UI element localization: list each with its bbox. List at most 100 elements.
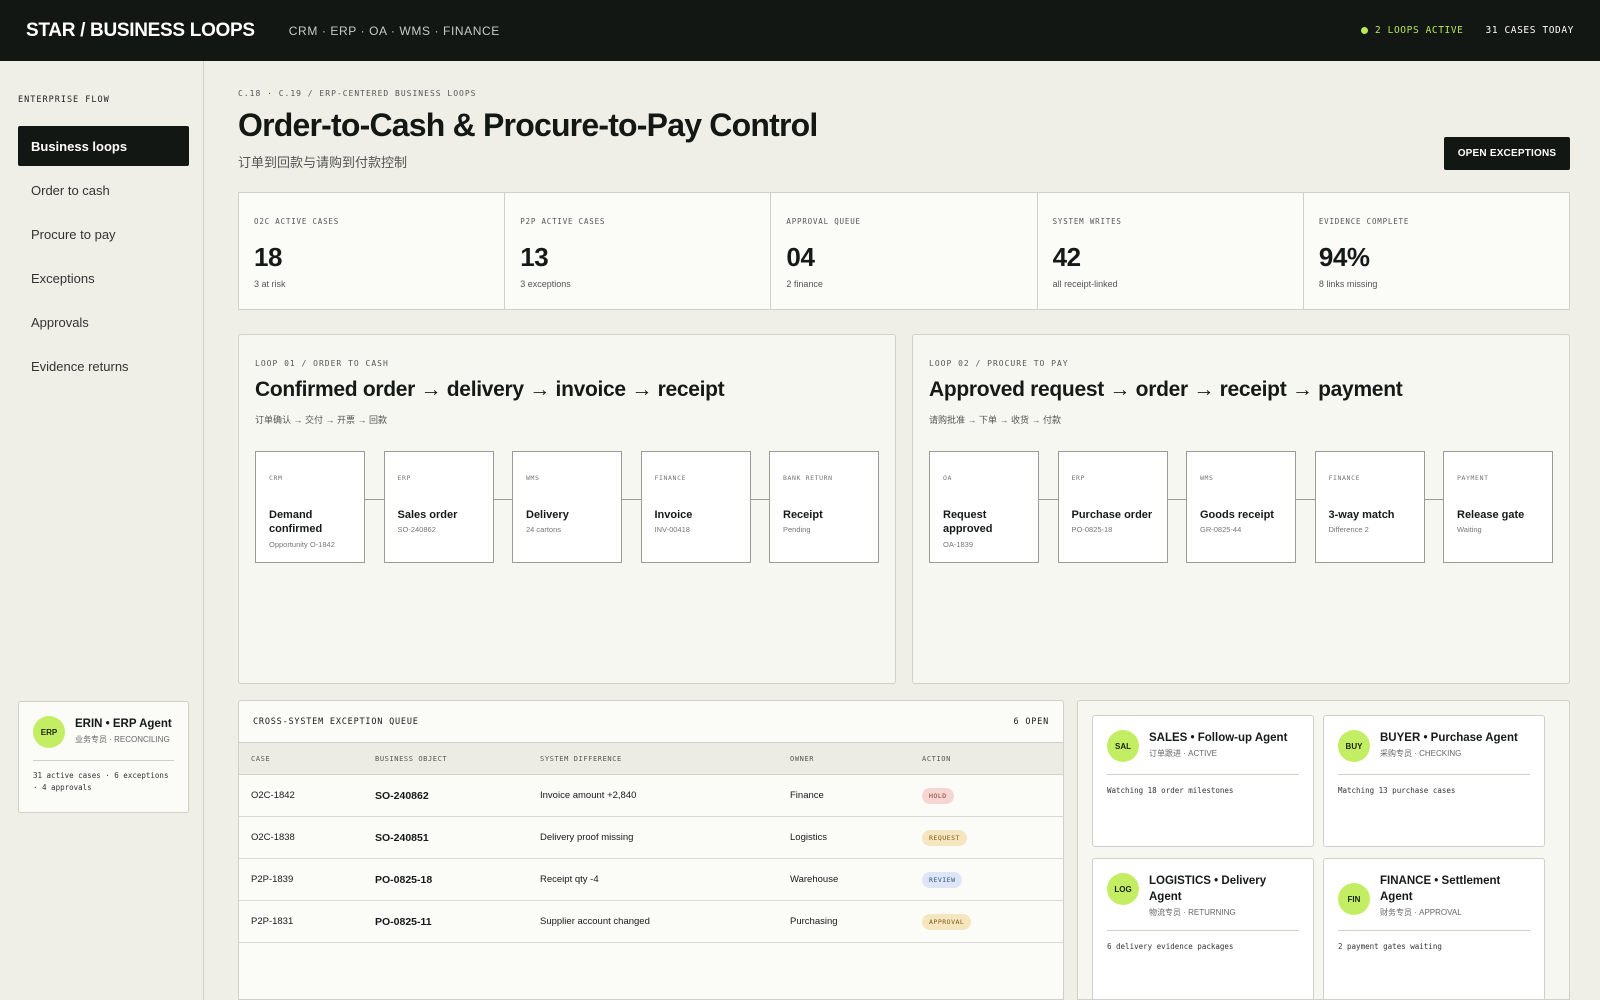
kpi-label: EVIDENCE COMPLETE (1318, 217, 1410, 226)
cases-today: 31 CASES TODAY (1485, 25, 1574, 36)
business-object[interactable]: SO-240862 (363, 774, 528, 817)
action-badge-hold[interactable]: HOLD (922, 787, 954, 804)
kpi-label: P2P ACTIVE CASES (520, 217, 606, 226)
kpi-value: 94% (1318, 242, 1370, 272)
loop-steps: CRM Demand confirmed Opportunity O-1842 … (255, 451, 879, 563)
agent-status: 物流专员 · RETURNING (1149, 908, 1236, 918)
system-difference: Delivery proof missing (528, 816, 778, 859)
step-system: WMS (526, 474, 540, 482)
step-system: OA (943, 474, 953, 482)
agent-name: FINANCE • Settlement Agent (1380, 875, 1501, 904)
kpi-note: 2 finance (786, 279, 823, 289)
step-system: ERP (397, 474, 412, 482)
step-purchase-order[interactable]: ERP Purchase order PO-0825-18 (1057, 451, 1168, 563)
kpi-strip: O2C ACTIVE CASES 18 3 at risk P2P ACTIVE… (238, 192, 1570, 310)
agent-note: Matching 13 purchase cases (1338, 786, 1456, 795)
kpi-value: 04 (786, 242, 815, 272)
system-difference: Supplier account changed (528, 900, 778, 943)
sidebar: ENTERPRISE FLOW Business loops Order to … (0, 61, 204, 1000)
kpi-evidence-complete: EVIDENCE COMPLETE 94% 8 links missing (1304, 193, 1569, 309)
sidebar-item-procure-to-pay[interactable]: Procure to pay (31, 226, 116, 242)
step-system: CRM (269, 474, 283, 482)
step-ref: PO-0825-18 (1071, 525, 1113, 535)
kpi-label: O2C ACTIVE CASES (254, 217, 340, 226)
step-release-gate[interactable]: PAYMENT Release gate Waiting (1443, 451, 1553, 563)
owner: Finance (778, 774, 910, 817)
loop-breadcrumb: LOOP 02 / PROCURE TO PAY (929, 359, 1069, 368)
exception-table: CASE BUSINESS OBJECT SYSTEM DIFFERENCE O… (239, 742, 1063, 943)
sales-agent-card[interactable]: SAL SALES • Follow-up Agent 订单跟进 · ACTIV… (1092, 715, 1314, 847)
sidebar-item-order-to-cash[interactable]: Order to cash (31, 182, 110, 198)
divider (33, 760, 174, 761)
step-request-approved[interactable]: OA Request approved OA-1839 (929, 451, 1039, 563)
step-system: BANK RETURN (783, 474, 833, 482)
exception-queue: CROSS-SYSTEM EXCEPTION QUEUE 6 OPEN CASE… (238, 700, 1064, 1000)
table-row[interactable]: P2P-1831 PO-0825-11 Supplier account cha… (239, 900, 1063, 943)
sidebar-item-approvals[interactable]: Approvals (31, 314, 89, 330)
case-id: O2C-1838 (239, 816, 363, 859)
kpi-note: 3 exceptions (520, 279, 571, 289)
column-header-action[interactable]: ACTION (910, 742, 1063, 775)
column-header-business-object[interactable]: BUSINESS OBJECT (363, 742, 528, 775)
step-ref: Opportunity O-1842 (269, 539, 335, 549)
sidebar-section-title: ENTERPRISE FLOW (18, 95, 110, 105)
loop-steps: OA Request approved OA-1839 ERP Purchase… (929, 451, 1553, 563)
agent-name: SALES • Follow-up Agent (1149, 732, 1288, 744)
loop-breadcrumb: LOOP 01 / ORDER TO CASH (255, 359, 389, 368)
column-header-owner[interactable]: OWNER (778, 742, 910, 775)
divider (1338, 774, 1530, 775)
kpi-note: all receipt-linked (1052, 279, 1118, 289)
column-header-system-difference[interactable]: SYSTEM DIFFERENCE (528, 742, 778, 775)
buyer-agent-card[interactable]: BUY BUYER • Purchase Agent 采购专员 · CHECKI… (1323, 715, 1545, 847)
erp-agent-card[interactable]: ERP ERIN • ERP Agent 业务专员 · RECONCILING … (18, 701, 189, 813)
step-delivery[interactable]: WMS Delivery 24 cartons (512, 451, 622, 563)
step-system: PAYMENT (1457, 474, 1489, 482)
table-row[interactable]: O2C-1838 SO-240851 Delivery proof missin… (239, 816, 1063, 859)
step-three-way-match[interactable]: FINANCE 3-way match Difference 2 (1314, 451, 1425, 563)
step-ref: OA-1839 (943, 539, 974, 549)
step-goods-receipt[interactable]: WMS Goods receipt GR-0825-44 (1186, 451, 1296, 563)
step-demand-confirmed[interactable]: CRM Demand confirmed Opportunity O-1842 (255, 451, 365, 563)
step-name: Goods receipt (1200, 509, 1274, 521)
loop-title: Approved request → order → receipt → pay… (929, 378, 1403, 401)
open-exceptions-button[interactable]: OPEN EXCEPTIONS (1444, 137, 1570, 170)
loop-procure-to-pay: LOOP 02 / PROCURE TO PAY Approved reques… (912, 334, 1570, 684)
step-name: Release gate (1457, 509, 1525, 521)
avatar: BUY (1338, 730, 1370, 762)
step-name: Delivery (526, 509, 569, 521)
system-list: CRM · ERP · OA · WMS · FINANCE (288, 23, 500, 38)
case-id: O2C-1842 (239, 774, 363, 817)
action-badge-approval[interactable]: APPROVAL (922, 913, 972, 930)
business-object[interactable]: PO-0825-11 (363, 900, 528, 943)
step-name: Request approved (943, 509, 993, 536)
step-system: FINANCE (654, 474, 687, 482)
brand-logo[interactable]: STAR / BUSINESS LOOPS (26, 19, 255, 41)
finance-agent-card[interactable]: FIN FINANCE • Settlement Agent 财务专员 · AP… (1323, 858, 1545, 999)
logistics-agent-card[interactable]: LOG LOGISTICS • Delivery Agent 物流专员 · RE… (1092, 858, 1314, 999)
avatar: SAL (1107, 730, 1139, 762)
step-ref: Waiting (1457, 525, 1482, 535)
step-name: Sales order (397, 509, 458, 521)
step-sales-order[interactable]: ERP Sales order SO-240862 (383, 451, 494, 563)
step-ref: GR-0825-44 (1200, 525, 1242, 535)
business-object[interactable]: SO-240851 (363, 816, 528, 859)
business-object[interactable]: PO-0825-18 (363, 858, 528, 901)
table-row[interactable]: O2C-1842 SO-240862 Invoice amount +2,840… (239, 774, 1063, 817)
step-invoice[interactable]: FINANCE Invoice INV-00418 (640, 451, 751, 563)
sidebar-item-business-loops[interactable]: Business loops (18, 126, 189, 166)
action-badge-request[interactable]: REQUEST (922, 829, 967, 846)
step-ref: Pending (783, 525, 811, 535)
table-row[interactable]: P2P-1839 PO-0825-18 Receipt qty -4 Wareh… (239, 858, 1063, 901)
step-receipt[interactable]: BANK RETURN Receipt Pending (769, 451, 879, 563)
agent-status: 采购专员 · CHECKING (1380, 749, 1462, 759)
sidebar-item-exceptions[interactable]: Exceptions (31, 270, 95, 286)
sidebar-item-evidence-returns[interactable]: Evidence returns (31, 358, 129, 374)
step-name: Invoice (654, 509, 693, 521)
loops-active-indicator: 2 LOOPS ACTIVE (1361, 25, 1463, 36)
column-header-case[interactable]: CASE (239, 742, 363, 775)
kpi-o2c-active: O2C ACTIVE CASES 18 3 at risk (239, 193, 506, 309)
kpi-value: 13 (520, 242, 549, 272)
action-badge-review[interactable]: REVIEW (922, 871, 963, 888)
agent-name: ERIN • ERP Agent (75, 718, 172, 730)
agent-note: 2 payment gates waiting (1338, 942, 1442, 952)
